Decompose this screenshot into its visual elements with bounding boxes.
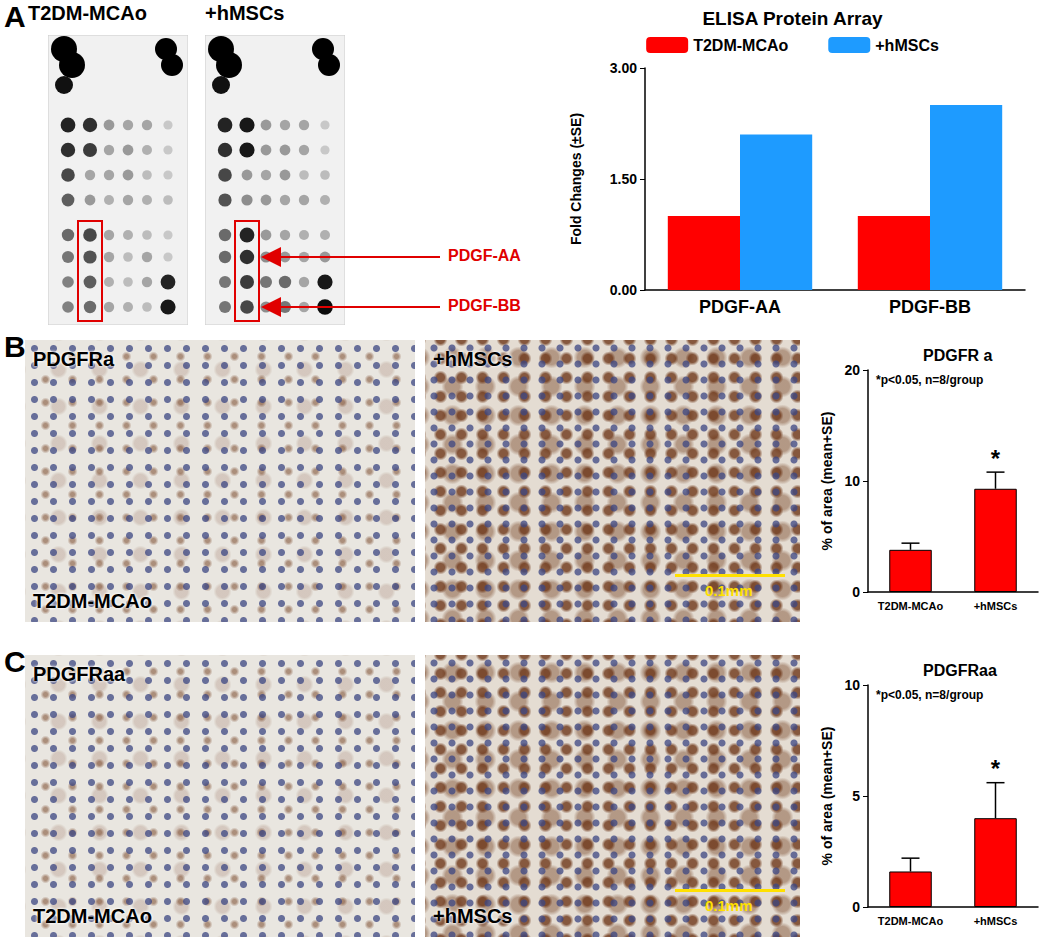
svg-text:+hMSCs: +hMSCs <box>974 915 1018 927</box>
svg-text:20: 20 <box>844 362 860 378</box>
html-text:0.1mm: 0.1mm <box>705 582 753 599</box>
svg-text:PDGFRaa: PDGFRaa <box>923 662 997 679</box>
svg-text:Fold Changes (±SE): Fold Changes (±SE) <box>568 113 584 245</box>
html-text:T2DM-MCAo: T2DM-MCAo <box>33 905 152 927</box>
svg-text:10: 10 <box>844 677 860 693</box>
html-text:PDGF-AA: PDGF-AA <box>448 247 521 264</box>
svg-text:*: * <box>991 445 1001 472</box>
svg-text:T2DM-MCAo: T2DM-MCAo <box>878 600 944 612</box>
svg-text:0.00: 0.00 <box>610 282 637 298</box>
svg-text:+hMSCs: +hMSCs <box>974 600 1018 612</box>
svg-text:*p<0.05, n=8/group: *p<0.05, n=8/group <box>876 373 983 387</box>
svg-text:3.00: 3.00 <box>610 60 637 76</box>
svg-text:PDGF-AA: PDGF-AA <box>699 297 781 317</box>
html-text:+hMSCs: +hMSCs <box>433 905 513 927</box>
html-text:PDGF-BB: PDGF-BB <box>448 297 521 314</box>
svg-text:*: * <box>991 755 1001 782</box>
svg-text:10: 10 <box>844 473 860 489</box>
html-text:+hMSCs: +hMSCs <box>433 348 513 370</box>
html-text:PDGFRa: PDGFRa <box>33 348 115 370</box>
svg-text:PDGFR a: PDGFR a <box>923 347 992 364</box>
svg-text:0: 0 <box>852 899 860 915</box>
html-text:+hMSCs: +hMSCs <box>205 2 285 24</box>
svg-text:+hMSCs: +hMSCs <box>875 37 939 54</box>
html-text:A: A <box>4 0 26 33</box>
svg-text:5: 5 <box>852 788 860 804</box>
html-text:T2DM-MCAo: T2DM-MCAo <box>33 590 152 612</box>
svg-text:0: 0 <box>852 584 860 600</box>
html-text:C: C <box>4 645 26 678</box>
html-text:PDGFRaa: PDGFRaa <box>33 663 126 685</box>
svg-text:PDGF-BB: PDGF-BB <box>889 297 971 317</box>
svg-text:*p<0.05, n=8/group: *p<0.05, n=8/group <box>876 688 983 702</box>
html-text:B: B <box>4 330 26 363</box>
html-text:T2DM-MCAo: T2DM-MCAo <box>28 2 147 24</box>
svg-text:ELISA Protein Array: ELISA Protein Array <box>702 8 883 29</box>
svg-text:% of area (mean+SE): % of area (mean+SE) <box>819 727 835 866</box>
svg-text:T2DM-MCAo: T2DM-MCAo <box>693 37 788 54</box>
svg-text:% of area (mean+SE): % of area (mean+SE) <box>819 412 835 551</box>
html-text:0.1mm: 0.1mm <box>705 897 753 914</box>
svg-text:1.50: 1.50 <box>610 171 637 187</box>
svg-text:T2DM-MCAo: T2DM-MCAo <box>878 915 944 927</box>
